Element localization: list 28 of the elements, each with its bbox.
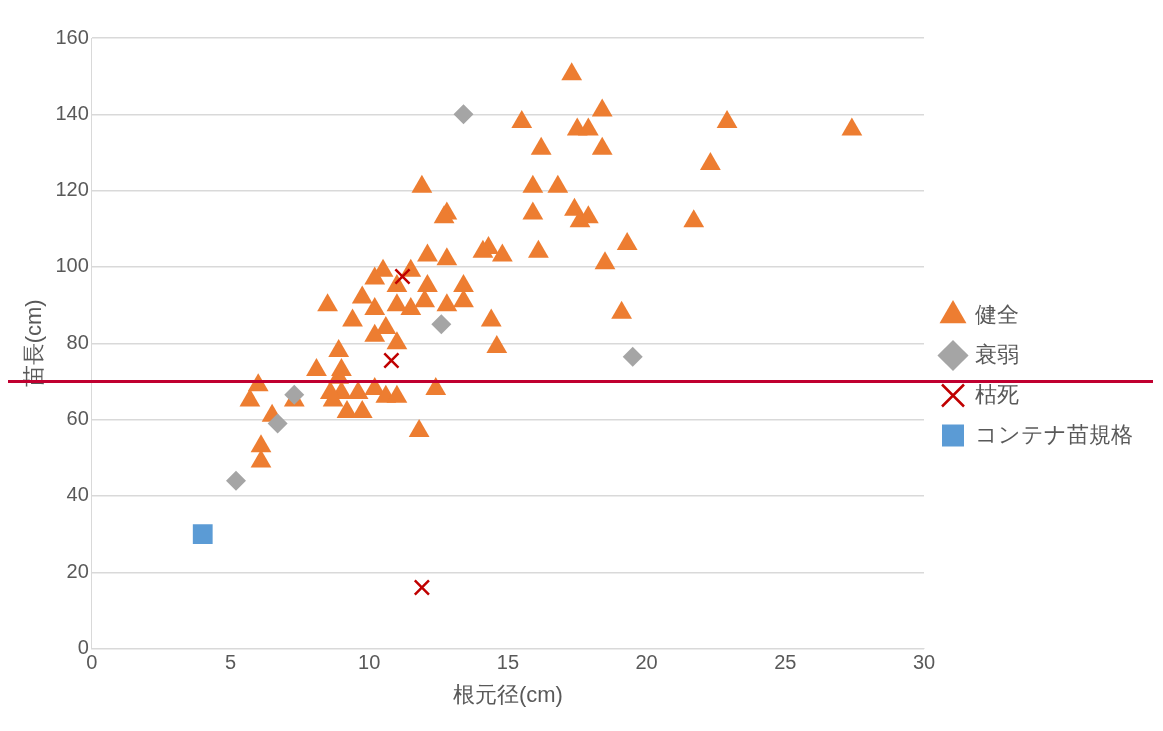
point (226, 470, 247, 491)
legend-label: 衰弱 (975, 341, 1019, 367)
legend-label: 枯死 (975, 381, 1019, 407)
legend-label: 健全 (975, 301, 1019, 327)
x-tick-label: 5 (224, 651, 237, 674)
x-tick-label: 20 (635, 651, 658, 674)
point (192, 524, 213, 545)
y-tick-label: 120 (55, 178, 89, 201)
x-axis-title: 根元径(cm) (452, 681, 563, 707)
y-tick-label: 40 (66, 483, 89, 506)
y-tick-label: 60 (66, 407, 89, 430)
point (413, 579, 431, 596)
x-tick-label: 10 (358, 651, 381, 674)
x-tick-label: 15 (496, 651, 520, 674)
point (622, 346, 643, 367)
point (431, 314, 452, 335)
y-tick-label: 80 (66, 330, 89, 353)
point (453, 104, 474, 125)
x-tick-label: 30 (912, 651, 936, 674)
y-tick-label: 100 (55, 254, 89, 277)
y-tick-label: 140 (55, 101, 89, 124)
y-tick-label: 160 (55, 25, 89, 48)
point (267, 413, 288, 434)
x-tick-label: 25 (774, 651, 797, 674)
point (284, 384, 305, 405)
legend-label: コンテナ苗規格 (975, 421, 1133, 447)
y-tick-label: 20 (66, 559, 89, 582)
point (383, 352, 400, 369)
